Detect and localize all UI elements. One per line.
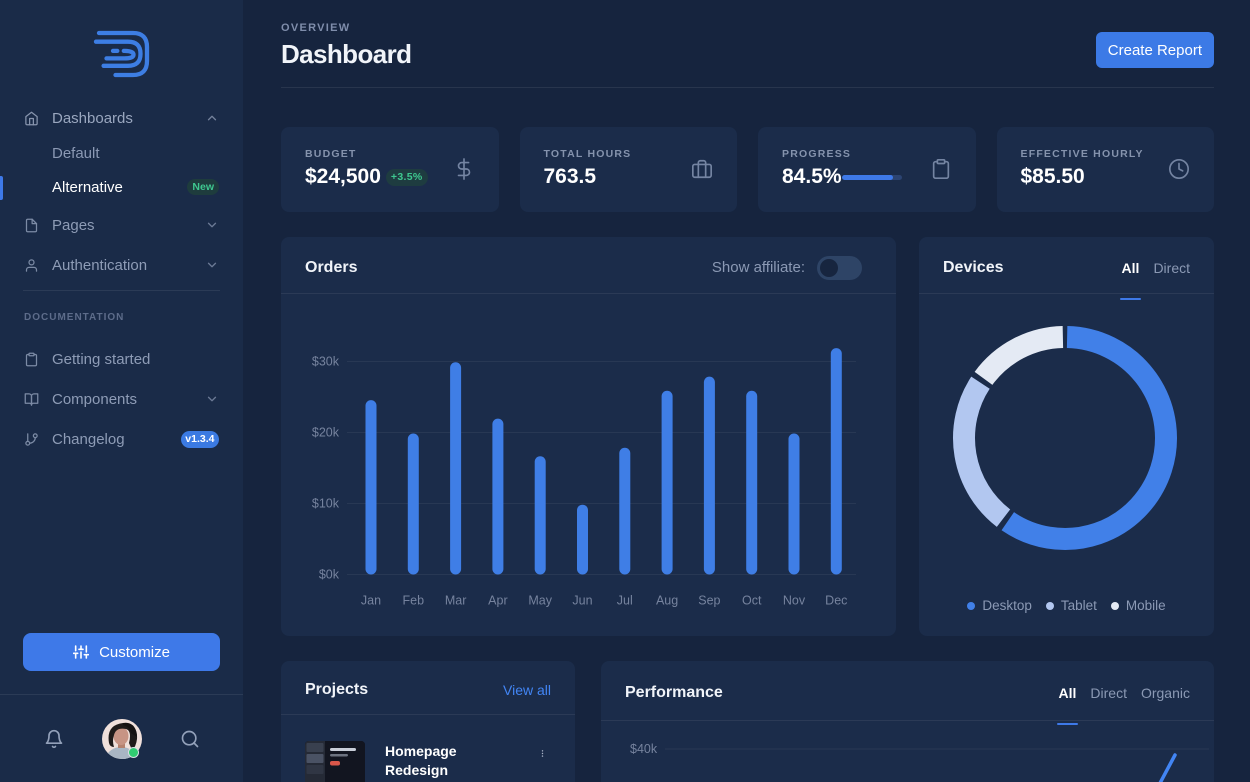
svg-text:$20k: $20k (312, 426, 340, 440)
svg-text:Feb: Feb (403, 594, 425, 608)
svg-text:$40k: $40k (630, 742, 658, 756)
svg-text:$0k: $0k (319, 568, 340, 582)
svg-text:Oct: Oct (742, 594, 762, 608)
svg-text:May: May (528, 594, 552, 608)
svg-text:Jan: Jan (361, 594, 381, 608)
svg-text:Aug: Aug (656, 594, 678, 608)
svg-text:$30k: $30k (312, 355, 340, 369)
svg-text:Dec: Dec (825, 594, 847, 608)
svg-text:Jul: Jul (617, 594, 633, 608)
svg-text:Apr: Apr (488, 594, 507, 608)
svg-text:Mar: Mar (445, 594, 467, 608)
svg-text:$10k: $10k (312, 497, 340, 511)
svg-text:Nov: Nov (783, 594, 806, 608)
svg-text:Jun: Jun (572, 594, 592, 608)
svg-text:Sep: Sep (698, 594, 720, 608)
